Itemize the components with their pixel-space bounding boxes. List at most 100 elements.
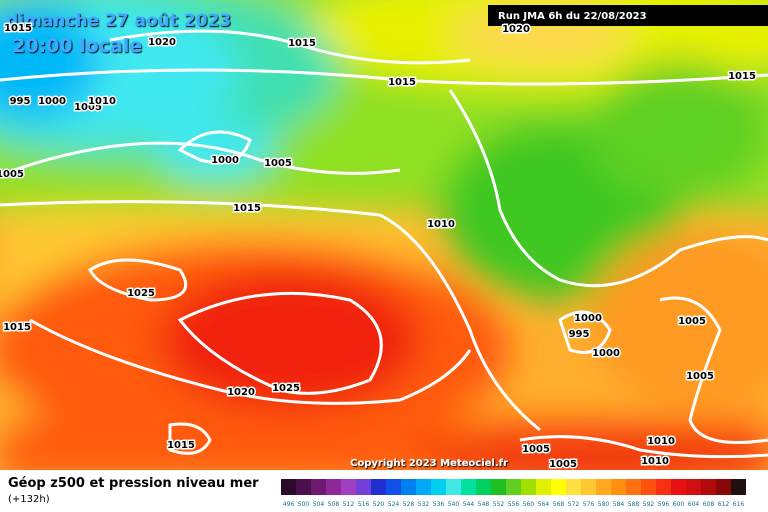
scale-label: 584 [613, 501, 625, 508]
scale-swatch [656, 479, 671, 495]
run-box [488, 5, 768, 26]
scale-swatch [641, 479, 656, 495]
time-title: 20:00 locale [12, 35, 142, 57]
isobar-label: 1025 [272, 383, 300, 394]
scale-label: 596 [658, 501, 670, 508]
scale-swatch [521, 479, 536, 495]
isobar-label: 995 [10, 96, 31, 107]
isobar-label: 1000 [38, 96, 66, 107]
isobar-label: 1005 [686, 371, 714, 382]
scale-swatch [476, 479, 491, 495]
scale-swatch [401, 479, 416, 495]
scale-swatch [326, 479, 341, 495]
isobar-label: 1005 [0, 169, 24, 180]
height-field [0, 0, 768, 485]
scale-label: 528 [403, 501, 415, 508]
scale-swatch [311, 479, 326, 495]
scale-swatch [581, 479, 596, 495]
scale-swatch [431, 479, 446, 495]
scale-swatch [296, 479, 311, 495]
scale-label: 500 [298, 501, 310, 508]
scale-swatch [371, 479, 386, 495]
isobar-label: 1015 [288, 38, 316, 49]
scale-swatch [626, 479, 641, 495]
scale-swatch [671, 479, 686, 495]
isobar-label: 1015 [3, 322, 31, 333]
isobar-label: 1015 [167, 440, 195, 451]
isobar-lines [0, 29, 768, 459]
isobar-label: 1020 [148, 37, 176, 48]
color-scale: 496 500 504 508 512 516 520 524 528 532 536 540 544 5… [281, 479, 746, 508]
scale-label: 572 [568, 501, 580, 508]
scale-swatch [386, 479, 401, 495]
isobar-label: 1010 [647, 436, 675, 447]
scale-label: 512 [343, 501, 355, 508]
isobar-label: 1020 [227, 387, 255, 398]
scale-swatch [416, 479, 431, 495]
scale-label: 588 [628, 501, 640, 508]
date-title: dimanche 27 août 2023 [6, 11, 231, 31]
isobar-label: 1000 [592, 348, 620, 359]
scale-swatch [281, 479, 296, 495]
isobar-label: 1010 [88, 96, 116, 107]
scale-swatch [611, 479, 626, 495]
isobar-label: 1005 [522, 444, 550, 455]
scale-label: 504 [313, 501, 325, 508]
scale-label: 552 [493, 501, 505, 508]
scale-label: 604 [688, 501, 700, 508]
scale-label: 496 [283, 501, 295, 508]
scale-swatch [731, 479, 746, 495]
scale-swatch [446, 479, 461, 495]
isobar-label: 1000 [211, 155, 239, 166]
scale-label: 600 [673, 501, 685, 508]
scale-swatch [506, 479, 521, 495]
legend-subtitle: (+132h) [8, 494, 50, 505]
scale-label: 516 [358, 501, 370, 508]
isobar-label: 1005 [549, 459, 577, 470]
isobar-label: 1005 [264, 158, 292, 169]
scale-swatch [461, 479, 476, 495]
scale-label: 548 [478, 501, 490, 508]
scale-swatch [341, 479, 356, 495]
isobar-label: 1005 [678, 316, 706, 327]
isobar-label: 1025 [127, 288, 155, 299]
scale-label: 608 [703, 501, 715, 508]
copyright: Copyright 2023 Meteociel.fr [350, 458, 508, 469]
isobar-label: 1015 [233, 203, 261, 214]
isobar-label: 1015 [728, 71, 756, 82]
scale-label: 508 [328, 501, 340, 508]
isobar-label: 1005 [74, 102, 102, 113]
scale-label: 576 [583, 501, 595, 508]
scale-swatch [701, 479, 716, 495]
scale-label: 580 [598, 501, 610, 508]
isobar-label: 995 [569, 329, 590, 340]
scale-swatch [491, 479, 506, 495]
legend-title: Géop z500 et pression niveau mer [8, 476, 259, 491]
scale-label: 612 [718, 501, 730, 508]
scale-label: 520 [373, 501, 385, 508]
scale-label: 560 [523, 501, 535, 508]
run-info: Run JMA 6h du 22/08/2023 [498, 11, 647, 22]
scale-swatch [356, 479, 371, 495]
scale-label: 540 [448, 501, 460, 508]
isobar-label: 1010 [641, 456, 669, 467]
isobar-label: 1010 [427, 219, 455, 230]
scale-swatch [536, 479, 551, 495]
scale-label: 556 [508, 501, 520, 508]
scale-swatch [716, 479, 731, 495]
scale-label: 544 [463, 501, 475, 508]
scale-label: 536 [433, 501, 445, 508]
isobar-label: 1000 [574, 313, 602, 324]
scale-label: 524 [388, 501, 400, 508]
scale-label: 592 [643, 501, 655, 508]
scale-swatch [566, 479, 581, 495]
scale-label: 568 [553, 501, 565, 508]
scale-label: 532 [418, 501, 430, 508]
scale-label: 564 [538, 501, 550, 508]
scale-swatch [686, 479, 701, 495]
isobar-label: 1015 [388, 77, 416, 88]
isobar-label: 1020 [502, 24, 530, 35]
scale-swatch [596, 479, 611, 495]
